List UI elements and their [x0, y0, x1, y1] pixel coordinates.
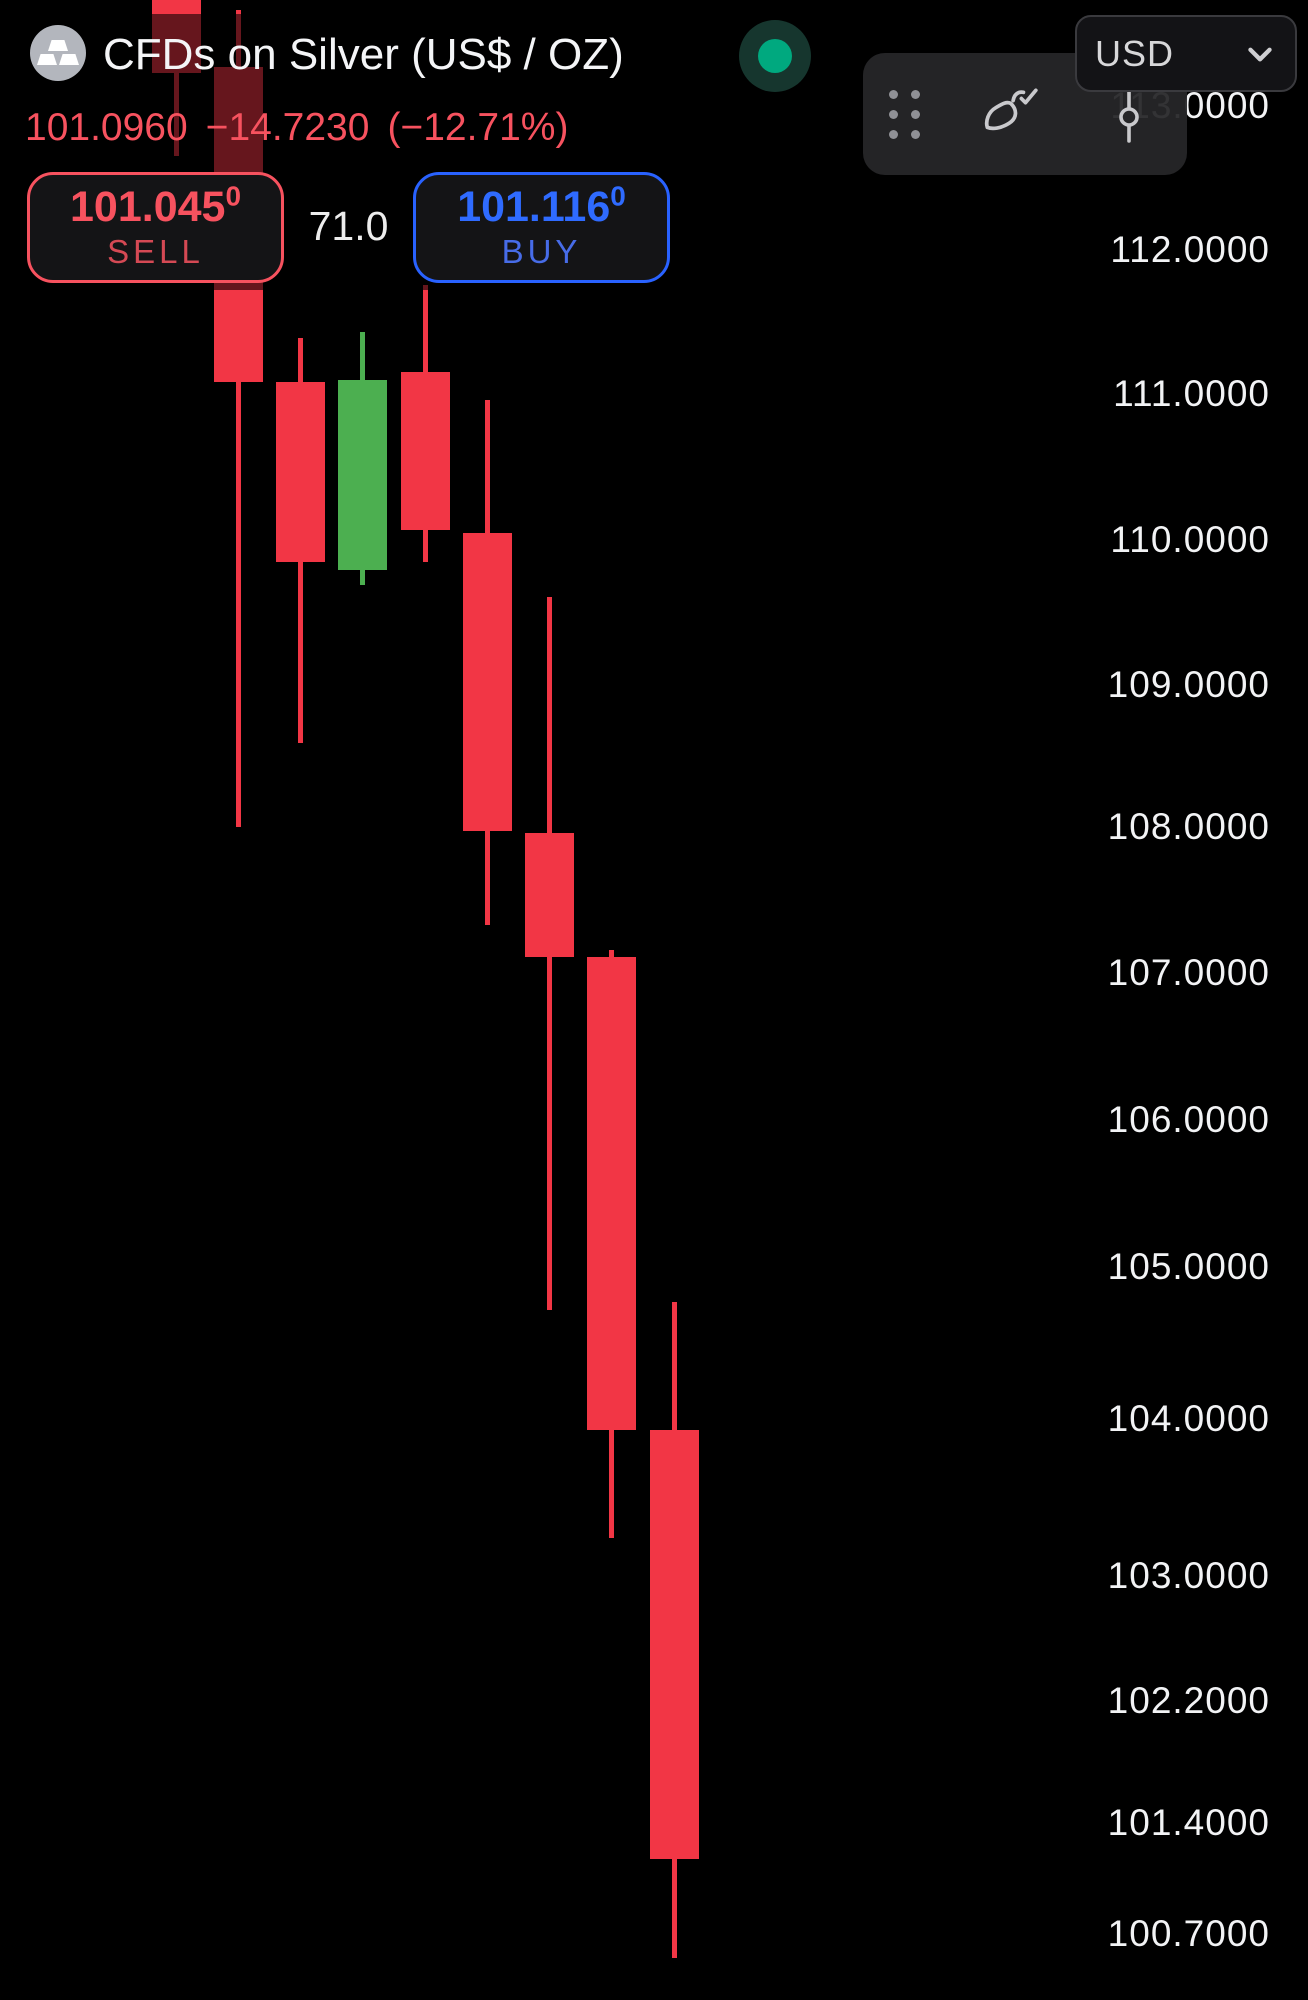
currency-dropdown[interactable]: USD: [1075, 15, 1297, 92]
chevron-down-icon: [1248, 47, 1272, 61]
price-axis-label: 110.0000: [1110, 519, 1270, 560]
price-line-icon[interactable]: [1097, 81, 1161, 147]
price-axis-label: 104.0000: [1107, 1398, 1270, 1439]
price-axis-label: 101.4000: [1107, 1802, 1270, 1843]
currency-value: USD: [1095, 32, 1175, 74]
price-change: −14.7230: [205, 106, 370, 149]
candle-body: [587, 956, 637, 1430]
spread-value: 71.0: [308, 203, 389, 249]
drag-handle-icon[interactable]: [889, 89, 920, 139]
silver-ingots-icon: [30, 25, 86, 81]
price-axis-label: 100.7000: [1107, 1913, 1270, 1954]
candle-body: [462, 532, 512, 832]
sell-price: 101.0450: [70, 180, 241, 231]
candle-wick: [235, 9, 241, 827]
price-axis-label: 111.0000: [1113, 373, 1270, 414]
price-axis-label: 103.0000: [1107, 1555, 1270, 1596]
price-axis-label: 105.0000: [1107, 1246, 1270, 1287]
candle-body: [649, 1429, 699, 1860]
instrument-title: CFDs on Silver (US$ / OZ): [103, 30, 624, 79]
buy-button[interactable]: 101.1160 BUY: [413, 172, 670, 283]
price-axis-label: 108.0000: [1107, 806, 1270, 847]
last-price: 101.0960: [25, 106, 188, 149]
candle-body: [525, 832, 574, 957]
candle-body: [338, 379, 388, 571]
price-axis-label: 107.0000: [1107, 952, 1270, 993]
price-axis-label: 106.0000: [1107, 1099, 1270, 1140]
price-axis-label: 102.2000: [1107, 1680, 1270, 1721]
buy-price: 101.1160: [457, 180, 626, 231]
candle-body: [276, 382, 325, 562]
sell-button[interactable]: 101.0450 SELL: [27, 172, 284, 283]
market-status-dot: [739, 20, 811, 92]
sell-label: SELL: [107, 232, 204, 270]
price-axis-label: 109.0000: [1107, 664, 1270, 705]
candle-body: [400, 372, 450, 530]
buy-label: BUY: [501, 232, 582, 270]
price-change-percent: (−12.71%): [387, 106, 569, 149]
brush-check-icon[interactable]: [976, 81, 1042, 147]
price-axis-label: 112.0000: [1110, 229, 1270, 270]
quote-row: 101.0960 −14.7230 (−12.71%): [25, 106, 568, 150]
